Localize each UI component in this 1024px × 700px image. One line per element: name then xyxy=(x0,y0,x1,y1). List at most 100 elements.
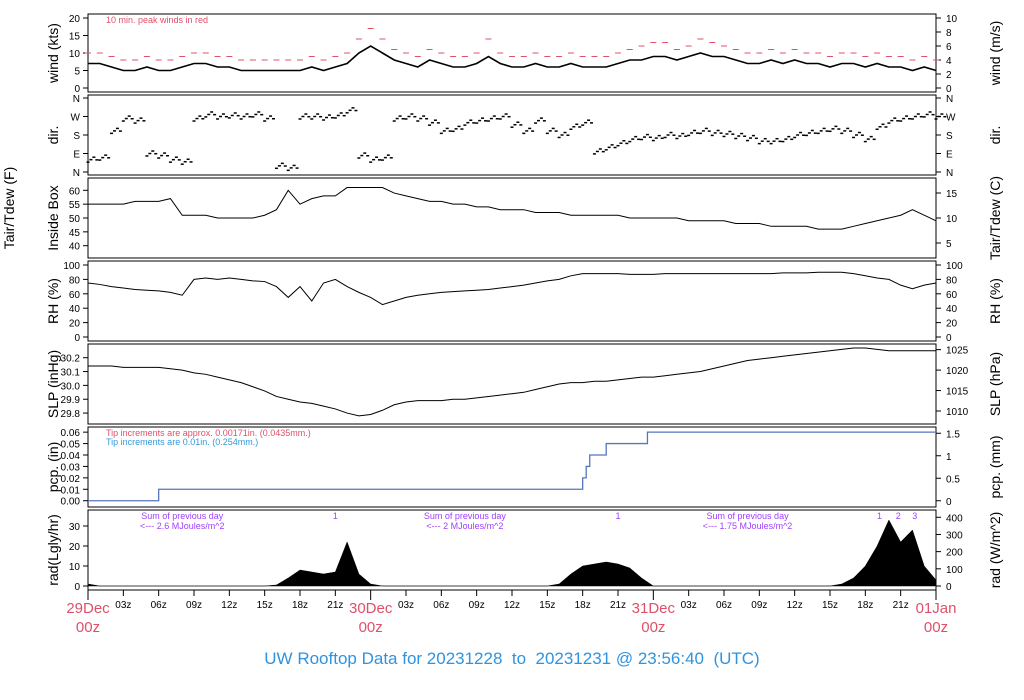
rad-marker: 1 xyxy=(333,511,338,521)
time-tick-label: 18z xyxy=(575,600,591,611)
time-tick-label: 03z xyxy=(115,600,131,611)
time-tick-label: 15z xyxy=(257,600,273,611)
dir-panel-frame xyxy=(87,94,937,176)
slp-right-tick-label: 1025 xyxy=(946,346,969,357)
rad-right-tick-label: 100 xyxy=(946,565,963,576)
rh-right-tick-label: 20 xyxy=(946,319,958,330)
day-time-label: 00z xyxy=(641,619,665,636)
time-tick-label: 12z xyxy=(787,600,803,611)
wind-right-tick-label: 4 xyxy=(946,56,952,67)
rad-left-tick-label: 10 xyxy=(69,562,81,573)
time-tick-label: 15z xyxy=(539,600,555,611)
dir-left-tick-label: N xyxy=(73,168,80,179)
rad-daily-sum-value: <--- 1.75 MJoules/m^2 xyxy=(703,521,793,531)
wind-left-tick-label: 10 xyxy=(69,49,81,60)
rh-left-tick-label: 60 xyxy=(69,290,81,301)
rh-right-tick-label: 100 xyxy=(946,261,963,272)
pcp-right-tick-label: 0 xyxy=(946,497,952,508)
temp-right-axis-label: Tair/Tdew (C) xyxy=(987,176,1003,260)
slp-left-tick-label: 30.2 xyxy=(61,354,81,365)
temp-series-line xyxy=(88,187,937,230)
time-tick-label: 06z xyxy=(716,600,732,611)
rad-right-tick-label: 200 xyxy=(946,548,963,559)
rad-left-tick-label: 20 xyxy=(69,542,81,553)
peak-wind-note: 10 min. peak winds in red xyxy=(106,15,208,25)
wind-left-tick-label: 15 xyxy=(69,32,81,43)
time-tick-label: 18z xyxy=(292,600,308,611)
pcp-panel-frame xyxy=(87,426,937,508)
wind-right-tick-label: 2 xyxy=(946,70,952,81)
temp-left-tick-label: 50 xyxy=(69,214,81,225)
slp-right-axis-label: SLP (hPa) xyxy=(987,352,1003,416)
rad-daily-sum-title: Sum of previous day xyxy=(424,511,507,521)
tip-note-red: Tip increments are approx. 0.00171in. (0… xyxy=(106,428,311,438)
wind-right-tick-label: 0 xyxy=(946,84,952,95)
pcp-right-axis-label: pcp. (mm) xyxy=(987,436,1003,499)
chart-title: UW Rooftop Data for 20231228 to 20231231… xyxy=(264,649,760,668)
rad-left-tick-label: 0 xyxy=(74,582,80,593)
time-tick-label: 15z xyxy=(822,600,838,611)
time-tick-label: 21z xyxy=(610,600,626,611)
time-tick-label: 09z xyxy=(751,600,767,611)
temp-left-tick-label: 40 xyxy=(69,242,81,253)
slp-right-tick-label: 1015 xyxy=(946,387,969,398)
slp-left-tick-label: 29.8 xyxy=(61,409,81,420)
time-tick-label: 06z xyxy=(151,600,167,611)
rad-left-axis-label: rad(Lgly/hr) xyxy=(45,514,61,586)
temp-panel-frame xyxy=(87,177,937,259)
dir-left-tick-label: W xyxy=(71,113,81,124)
slp-right-tick-label: 1020 xyxy=(946,366,969,377)
time-tick-label: 21z xyxy=(327,600,343,611)
pcp-left-tick-label: 0.00 xyxy=(61,497,81,508)
temp-right-tick-label: 10 xyxy=(946,214,958,225)
wind-series-line xyxy=(88,45,937,72)
pcp-left-tick-label: 0.03 xyxy=(61,462,81,473)
dir-right-tick-label: N xyxy=(946,94,953,105)
rad-marker: 3 xyxy=(912,511,917,521)
temp-left-axis-label: Inside Box xyxy=(45,185,61,250)
dir-right-tick-label: N xyxy=(946,168,953,179)
pcp-left-axis-label: pcp. (in) xyxy=(45,442,61,493)
time-tick-label: 06z xyxy=(433,600,449,611)
wind-right-tick-label: 10 xyxy=(946,14,958,25)
rad-right-tick-label: 300 xyxy=(946,530,963,541)
pcp-left-tick-label: 0.01 xyxy=(61,485,81,496)
rh-left-axis-label: RH (%) xyxy=(45,278,61,324)
time-tick-label: 18z xyxy=(857,600,873,611)
wind-right-axis-label: wind (m/s) xyxy=(987,21,1003,87)
time-tick-label: 03z xyxy=(681,600,697,611)
rh-left-tick-label: 100 xyxy=(63,261,80,272)
pcp-left-tick-label: 0.04 xyxy=(61,451,81,462)
pcp-right-tick-label: 1 xyxy=(946,452,952,463)
temp-outer-axis-label: Tair/Tdew (F) xyxy=(1,167,17,249)
wind-left-tick-label: 0 xyxy=(74,84,80,95)
wind-left-tick-label: 20 xyxy=(69,14,81,25)
rh-left-tick-label: 80 xyxy=(69,275,81,286)
wind-left-axis-label: wind (kts) xyxy=(45,23,61,84)
day-label: 30Dec xyxy=(349,600,393,617)
rad-daily-sum-title: Sum of previous day xyxy=(141,511,224,521)
slp-left-tick-label: 29.9 xyxy=(61,395,81,406)
rh-right-tick-label: 40 xyxy=(946,304,958,315)
dir-left-axis-label: dir. xyxy=(45,126,61,145)
dir-left-tick-label: E xyxy=(73,150,80,161)
pcp-left-tick-label: 0.02 xyxy=(61,474,81,485)
temp-left-tick-label: 60 xyxy=(69,186,81,197)
rad-marker: 1 xyxy=(877,511,882,521)
pcp-left-tick-label: 0.05 xyxy=(61,440,81,451)
slp-panel-frame xyxy=(87,343,937,425)
rad-left-tick-label: 30 xyxy=(69,522,81,533)
time-tick-label: 12z xyxy=(504,600,520,611)
pcp-right-tick-label: 1.5 xyxy=(946,429,960,440)
pcp-left-tick-label: 0.06 xyxy=(61,428,81,439)
day-time-label: 00z xyxy=(76,619,100,636)
day-label: 01Jan xyxy=(916,600,957,617)
tip-note-blue: Tip increments are 0.01in. (0.254mm.) xyxy=(106,437,258,447)
temp-right-tick-label: 5 xyxy=(946,239,952,250)
temp-right-tick-label: 15 xyxy=(946,189,958,200)
slp-left-tick-label: 30.1 xyxy=(61,368,81,379)
wind-left-tick-label: 5 xyxy=(74,67,80,78)
precip-step-line xyxy=(88,431,936,502)
